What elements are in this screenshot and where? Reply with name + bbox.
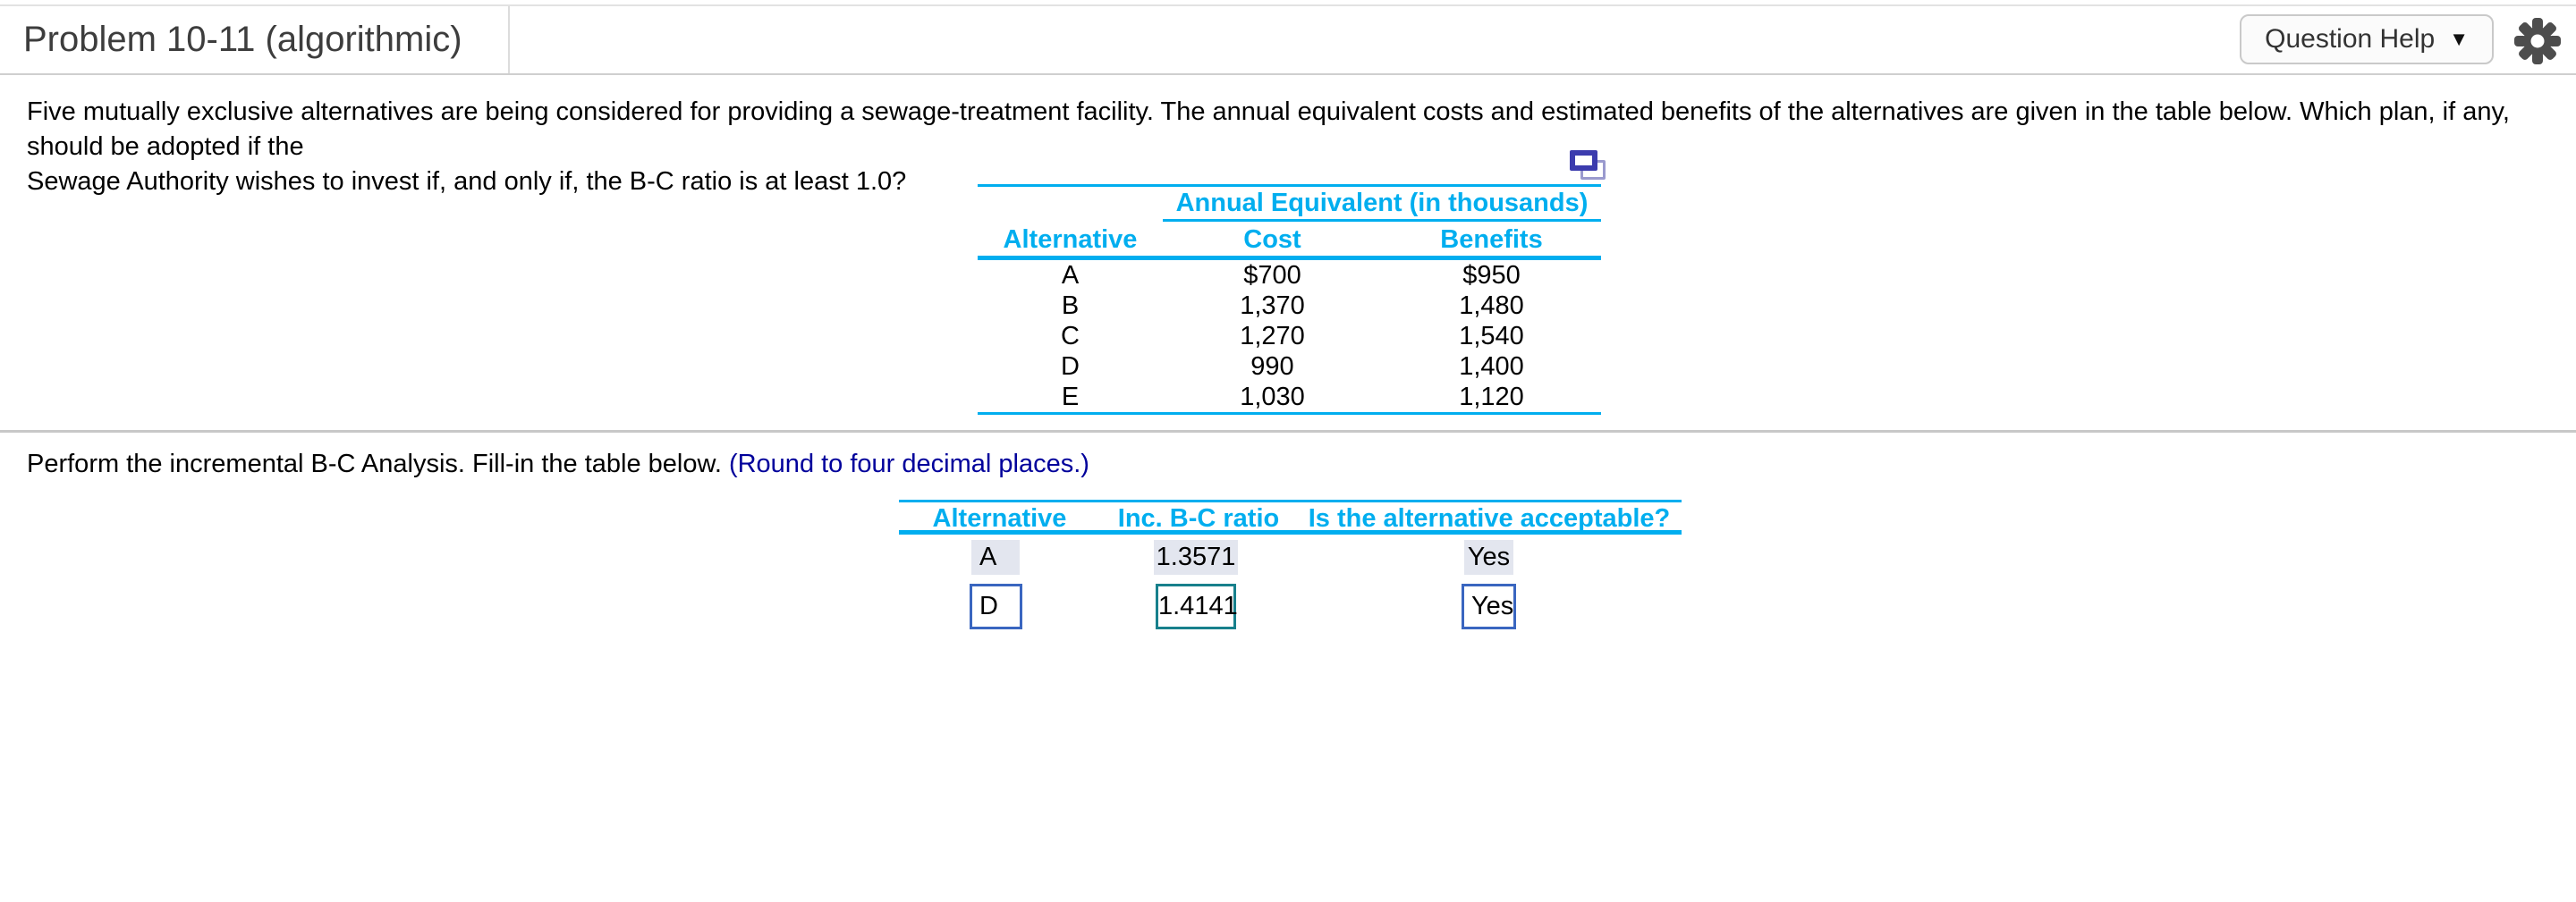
- col-header-acceptable: Is the alternative acceptable?: [1308, 504, 1671, 533]
- alternative-input[interactable]: D: [970, 584, 1022, 629]
- analysis-table: Alternative Inc. B-C ratio Is the altern…: [899, 500, 1682, 633]
- rounding-note: (Round to four decimal places.): [728, 450, 1089, 478]
- cost-cell: 1,370: [1240, 291, 1305, 320]
- col-header-alternative: Alternative: [1003, 225, 1138, 254]
- table-row: A $700 $950: [978, 260, 1601, 291]
- alternative-cell: B: [1061, 291, 1080, 320]
- col-header-alternative: Alternative: [932, 504, 1067, 533]
- acceptable-answer-cell: Yes: [1464, 540, 1513, 575]
- table-row: B 1,370 1,480: [978, 291, 1601, 321]
- benefits-cell: 1,400: [1459, 352, 1524, 381]
- benefits-cell: 1,540: [1459, 322, 1524, 350]
- benefits-cell: 1,480: [1459, 291, 1524, 320]
- title-box: Problem 10-11 (algorithmic): [0, 6, 510, 73]
- problem-line-2: Sewage Authority wishes to invest if, an…: [27, 167, 907, 196]
- gear-icon-svg: [2514, 18, 2561, 64]
- span-header-spacer: [978, 187, 1163, 222]
- benefits-cell: 1,120: [1459, 383, 1524, 411]
- table-row: D 1.4141 Yes: [899, 584, 1682, 633]
- table-row: D 990 1,400: [978, 351, 1601, 382]
- table-row: E 1,030 1,120: [978, 382, 1601, 412]
- acceptable-input[interactable]: Yes: [1462, 584, 1516, 629]
- cost-benefits-table: Annual Equivalent (in thousands) Alterna…: [978, 150, 1606, 415]
- ratio-input[interactable]: 1.4141: [1156, 584, 1238, 629]
- table-row: A 1.3571 Yes: [899, 540, 1682, 580]
- page-title: Problem 10-11 (algorithmic): [23, 20, 462, 59]
- instruction-text: Perform the incremental B-C Analysis. Fi…: [27, 450, 729, 478]
- cost-cell: 990: [1250, 352, 1294, 381]
- section-divider: [0, 430, 2576, 433]
- table-row: C 1,270 1,540: [978, 321, 1601, 351]
- ratio-answer-cell: 1.3571: [1154, 540, 1238, 575]
- popout-table-icon[interactable]: [1570, 150, 1609, 182]
- question-help-button[interactable]: Question Help ▼: [2240, 14, 2494, 64]
- cost-cell: 1,030: [1240, 383, 1305, 411]
- cost-cell: $700: [1243, 261, 1301, 290]
- col-header-ratio: Inc. B-C ratio: [1117, 504, 1280, 533]
- header-bar: Problem 10-11 (algorithmic) Question Hel…: [0, 4, 2576, 75]
- alternative-cell: E: [1061, 383, 1080, 411]
- problem-line-1: Five mutually exclusive alternatives are…: [27, 97, 2510, 161]
- problem-statement: Five mutually exclusive alternatives are…: [27, 95, 2576, 199]
- alternative-answer-cell: A: [971, 540, 1020, 575]
- task-instruction: Perform the incremental B-C Analysis. Fi…: [27, 447, 1089, 481]
- alternative-cell: A: [1061, 261, 1080, 290]
- question-help-label: Question Help: [2265, 24, 2436, 54]
- col-header-cost: Cost: [1243, 225, 1301, 254]
- benefits-cell: $950: [1462, 261, 1521, 290]
- popout-icon-front-rect: [1570, 150, 1597, 171]
- alternative-cell: D: [1061, 352, 1080, 381]
- cost-cell: 1,270: [1240, 322, 1305, 350]
- col-header-benefits: Benefits: [1440, 225, 1543, 254]
- alternative-cell: C: [1061, 322, 1080, 350]
- gear-icon[interactable]: [2513, 17, 2562, 65]
- span-header: Annual Equivalent (in thousands): [1163, 187, 1601, 222]
- chevron-down-icon: ▼: [2449, 28, 2469, 50]
